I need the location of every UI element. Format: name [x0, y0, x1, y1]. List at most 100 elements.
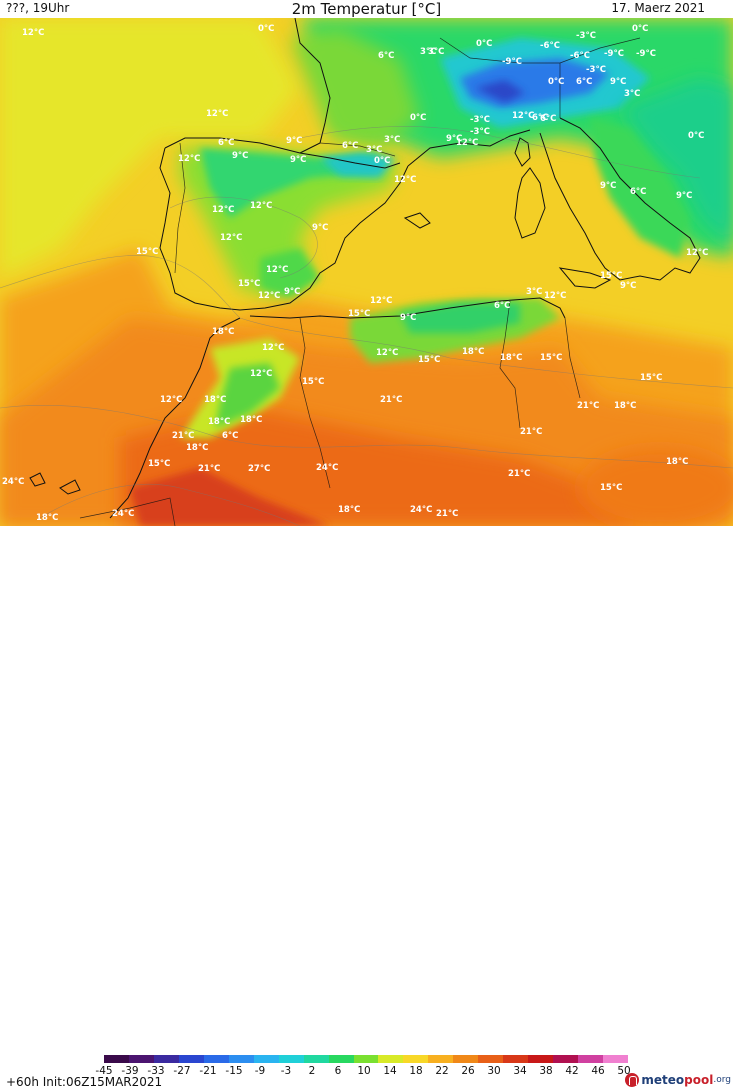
temperature-label: 12°C	[258, 291, 280, 301]
temperature-label: 6°C	[342, 141, 358, 151]
temperature-label: 12°C	[160, 395, 182, 405]
temperature-label: 12°C	[250, 369, 272, 379]
temperature-label: -9°C	[604, 49, 624, 59]
scale-tick: 10	[357, 1065, 371, 1077]
temperature-map: 12°C 0°C6°C 3°C0°C0°C-3°C3°C-6°C-9°C-9°C-3…	[0, 18, 733, 526]
temperature-label: 0°C	[374, 156, 390, 166]
temperature-label: 12°C	[266, 265, 288, 275]
temperature-label: 0°C	[548, 77, 564, 87]
temperature-label: -9°C	[636, 49, 656, 59]
temperature-label: -3°C	[576, 31, 596, 41]
temperature-label: 12°C	[250, 201, 272, 211]
scale-color-5	[228, 1055, 254, 1063]
temperature-label: 9°C	[610, 77, 626, 87]
scale-tick: -27	[173, 1065, 191, 1077]
scale-ticks: -45 -39 -33 -27 -21 -15 -9 -3 2 6 10 14 18 22 26 30 34 38…	[95, 1065, 632, 1077]
temperature-label: 24°C	[316, 463, 338, 473]
temperature-label: -3°C	[470, 127, 490, 137]
temperature-label: 18°C	[666, 457, 688, 467]
scale-tick: 26	[461, 1065, 475, 1077]
temperature-label: 6°C	[494, 301, 510, 311]
scale-color-3	[178, 1055, 204, 1063]
temperature-label: 6°C	[532, 113, 548, 123]
temperature-label: 21°C	[436, 509, 458, 519]
scale-color-4	[203, 1055, 229, 1063]
atlas-green2	[400, 303, 520, 333]
temperature-label: 6°C	[540, 114, 556, 124]
meteopool-logo[interactable]: meteo pool .org	[625, 1073, 731, 1087]
temperature-label: 21°C	[520, 427, 542, 437]
temperature-label: 0°C	[410, 113, 426, 123]
temperature-label: 15°C	[238, 279, 260, 289]
temperature-label: 6°C	[378, 51, 394, 61]
scale-color-11	[378, 1055, 404, 1063]
temperature-label: 18°C	[462, 347, 484, 357]
temperature-label: 3°C	[366, 145, 382, 155]
temperature-label: 15°C	[136, 247, 158, 257]
scale-tick: 30	[487, 1065, 501, 1077]
map-title: 2m Temperatur [°C]	[291, 0, 442, 18]
moroccan-atlas-green	[215, 363, 280, 428]
temperature-label: 24°C	[112, 509, 134, 519]
balkans-green	[620, 78, 733, 248]
temperature-label: 15°C	[640, 373, 662, 383]
temperature-label: 12°C	[262, 343, 284, 353]
scale-tick: 6	[334, 1065, 342, 1077]
scale-color-13	[428, 1055, 454, 1063]
temperature-label: 9°C	[284, 287, 300, 297]
scale-tick: 22	[435, 1065, 449, 1077]
temperature-label: 3°C	[526, 287, 542, 297]
temperature-label: 12°C	[206, 109, 228, 119]
temperature-label: 24°C	[2, 477, 24, 487]
init-time: +60h Init:06Z15MAR2021	[6, 1075, 163, 1089]
temperature-label: 6°C	[222, 431, 238, 441]
scale-tick: 34	[513, 1065, 527, 1077]
temperature-label: 9°C	[312, 223, 328, 233]
scale-tick: -15	[225, 1065, 243, 1077]
temperature-label: -6°C	[570, 51, 590, 61]
temperature-label: 9°C	[600, 181, 616, 191]
temperature-label: -9°C	[502, 57, 522, 67]
scale-color-17	[528, 1055, 554, 1063]
temperature-label: 18°C	[212, 327, 234, 337]
temperature-label: 9°C	[232, 151, 248, 161]
temperature-label: 12°C	[376, 348, 398, 358]
scale-color-18	[553, 1055, 579, 1063]
temperature-label: 0°C	[476, 39, 492, 49]
scale-tick: 38	[539, 1065, 553, 1077]
temperature-label: 15°C	[302, 377, 324, 387]
temperature-label: 21°C	[577, 401, 599, 411]
scale-color-7	[278, 1055, 304, 1063]
temperature-label: 21°C	[380, 395, 402, 405]
atlantic-yellow	[0, 18, 300, 278]
temperature-label: 6°C	[218, 138, 234, 148]
valid-date: 17. Maerz 2021	[611, 1, 705, 15]
temperature-label: 21°C	[198, 464, 220, 474]
temperature-label: 12°C	[512, 111, 534, 121]
temperature-label: 12°C	[370, 296, 392, 306]
libya-warm	[580, 448, 733, 526]
scale-tick: -3	[280, 1065, 292, 1077]
temperature-label: 15°C	[348, 309, 370, 319]
temperature-label: -3°C	[586, 65, 606, 75]
scale-color-10	[353, 1055, 379, 1063]
scale-color-6	[253, 1055, 279, 1063]
scale-tick: -9	[254, 1065, 266, 1077]
temperature-label: 3°C	[384, 135, 400, 145]
temperature-label: 12°C	[212, 205, 234, 215]
sierra-green	[260, 248, 320, 298]
contours	[0, 126, 733, 526]
temperature-label: 12°C	[220, 233, 242, 243]
scale-tick: 42	[565, 1065, 579, 1077]
temperature-label: -6°C	[540, 41, 560, 51]
temperature-label: 9°C	[290, 155, 306, 165]
brand-text-1: meteo	[641, 1073, 685, 1087]
scale-tick: 2	[308, 1065, 316, 1077]
alps-darkblue	[475, 80, 525, 103]
scale-color-15	[478, 1055, 504, 1063]
brand-text-2: pool	[684, 1073, 714, 1087]
scale-color-1	[128, 1055, 154, 1063]
temperature-label: 18°C	[338, 505, 360, 515]
borders	[79, 37, 641, 526]
temperature-label: 18°C	[204, 395, 226, 405]
